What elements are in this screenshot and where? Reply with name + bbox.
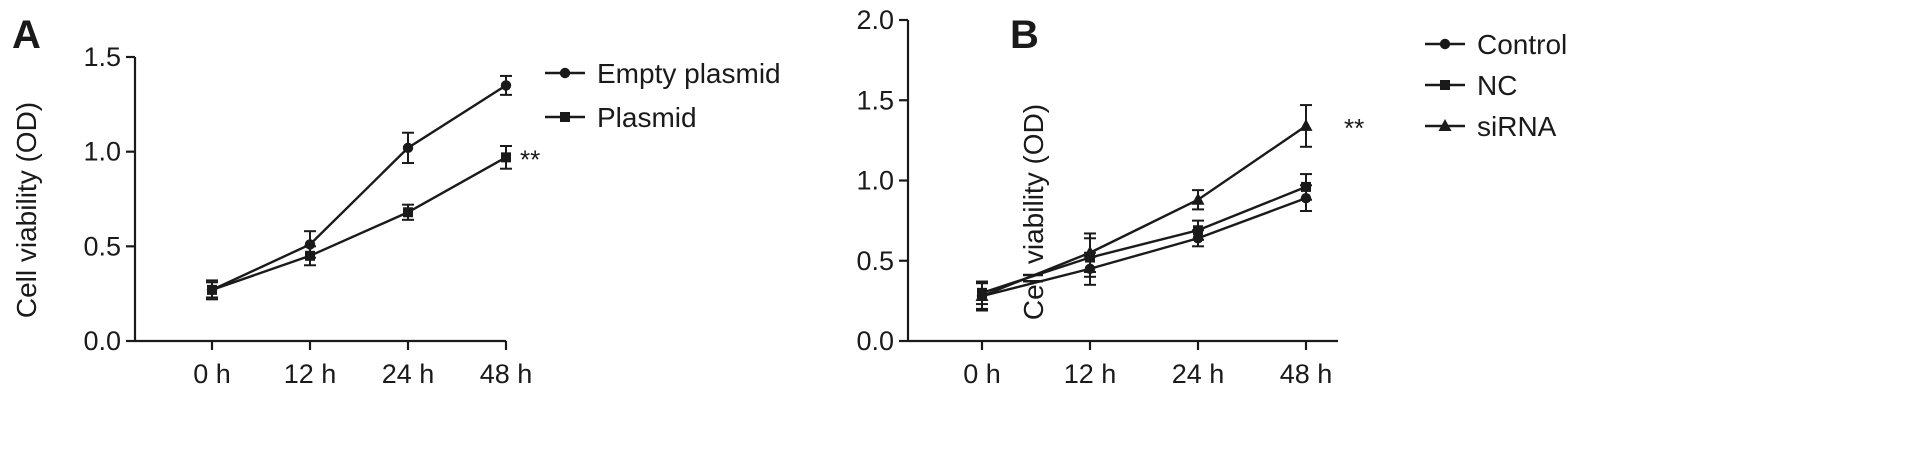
series-layer-a: ** bbox=[206, 74, 540, 301]
legend-marker-b-nc bbox=[1440, 80, 1450, 90]
y-axis-title-a: Cell viability (OD) bbox=[11, 102, 42, 318]
data-point-a-plasmid bbox=[305, 250, 315, 261]
data-point-a-plasmid bbox=[501, 152, 511, 163]
data-point-a-empty-plasmid bbox=[402, 142, 414, 154]
x-tick-label-b: 12 h bbox=[1064, 359, 1117, 389]
y-tick-label-b: 0.5 bbox=[856, 246, 894, 276]
y-tick-label-a: 1.0 bbox=[83, 137, 121, 167]
series-line-b-sirna bbox=[981, 124, 1307, 298]
x-tick-label-a: 12 h bbox=[284, 359, 337, 389]
data-point-b-nc bbox=[1193, 225, 1203, 236]
legend-label-b-nc: NC bbox=[1477, 70, 1517, 101]
y-tick-label-b: 2.0 bbox=[856, 5, 894, 35]
axes-a: 0.0 0.5 1.0 1.5 0 h 12 h 24 h 48 h bbox=[83, 42, 532, 389]
y-tick-label-b: 0.0 bbox=[856, 326, 894, 356]
data-point-b-nc bbox=[1301, 181, 1311, 192]
y-tick-label-a: 1.5 bbox=[83, 42, 121, 72]
data-point-b-sirna bbox=[1083, 245, 1097, 258]
x-tick-label-a: 0 h bbox=[193, 359, 231, 389]
series-layer-b: ** bbox=[975, 104, 1364, 312]
series-line-a-plasmid bbox=[211, 156, 507, 292]
x-tick-label-a: 48 h bbox=[480, 359, 533, 389]
panel-a: A Cell viability (OD) 0.0 0.5 1.0 1.5 0 h 12 … bbox=[11, 13, 781, 389]
legend-b: Control NC siRNA bbox=[1425, 29, 1567, 142]
legend-marker-a-plasmid bbox=[560, 112, 570, 122]
y-axis-title-b: Cell viability (OD) bbox=[1018, 104, 1049, 320]
y-tick-label-b: 1.0 bbox=[856, 166, 894, 196]
data-point-a-plasmid bbox=[403, 207, 413, 218]
panel-label-b: B bbox=[1010, 13, 1039, 57]
data-point-b-sirna bbox=[1299, 118, 1313, 131]
legend-label-a-empty-plasmid: Empty plasmid bbox=[597, 58, 781, 89]
series-line-b-control bbox=[981, 197, 1307, 298]
significance-label-b: ** bbox=[1344, 113, 1364, 143]
legend-marker-b-sirna bbox=[1438, 119, 1452, 131]
axes-b: 0.0 0.5 1.0 1.5 2.0 0 h 12 h 24 h 48 h bbox=[856, 5, 1338, 389]
x-tick-label-b: 0 h bbox=[963, 359, 1001, 389]
legend-label-b-sirna: siRNA bbox=[1477, 111, 1557, 142]
significance-label-a: ** bbox=[520, 144, 540, 174]
y-tick-label-a: 0.5 bbox=[83, 231, 121, 261]
data-point-a-empty-plasmid bbox=[500, 80, 512, 91]
y-tick-label-a: 0.0 bbox=[83, 326, 121, 356]
legend-marker-a-empty-plasmid bbox=[559, 67, 571, 79]
x-tick-label-b: 24 h bbox=[1172, 359, 1225, 389]
legend-a: Empty plasmid Plasmid bbox=[545, 58, 781, 133]
data-point-b-sirna bbox=[975, 289, 989, 302]
panel-b: B Cell viability (OD) 0.0 0.5 1.0 1.5 2.0 0 h… bbox=[856, 5, 1567, 389]
series-line-a-empty-plasmid bbox=[211, 84, 507, 291]
data-point-a-plasmid bbox=[207, 284, 217, 295]
legend-marker-b-control bbox=[1439, 38, 1451, 50]
x-tick-label-a: 24 h bbox=[382, 359, 435, 389]
panel-label-a: A bbox=[12, 13, 41, 57]
legend-label-a-plasmid: Plasmid bbox=[597, 102, 697, 133]
y-tick-label-b: 1.5 bbox=[856, 85, 894, 115]
data-point-b-sirna bbox=[1191, 192, 1205, 205]
legend-label-b-control: Control bbox=[1477, 29, 1567, 60]
x-tick-label-b: 48 h bbox=[1280, 359, 1333, 389]
